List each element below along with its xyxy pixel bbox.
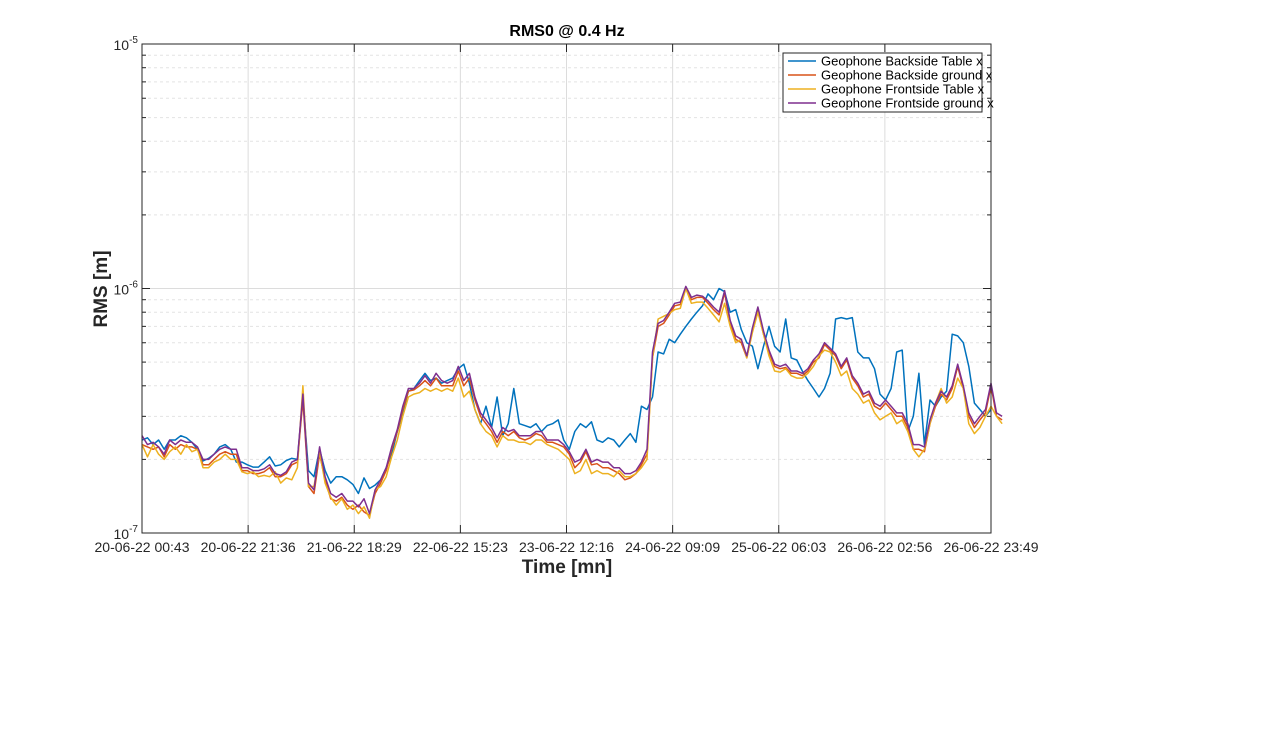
x-tick-label: 23-06-22 12:16 bbox=[519, 539, 614, 555]
x-tick-labels: 20-06-22 00:43 20-06-22 21:36 21-06-22 18:… bbox=[95, 539, 1039, 555]
series-line-2 bbox=[141, 287, 1003, 517]
series-line-4 bbox=[141, 285, 1003, 515]
series-line-3 bbox=[141, 287, 1003, 519]
ticks bbox=[141, 43, 992, 534]
x-tick-label: 20-06-22 00:43 bbox=[95, 539, 190, 555]
y-tick-label: 10-5 bbox=[114, 35, 139, 53]
y-tick-label: 10-6 bbox=[114, 280, 139, 298]
x-tick-label: 26-06-22 23:49 bbox=[944, 539, 1039, 555]
y-axis-title: RMS [m] bbox=[91, 250, 112, 327]
x-tick-label: 25-06-22 06:03 bbox=[731, 539, 826, 555]
x-tick-label: 22-06-22 15:23 bbox=[413, 539, 508, 555]
legend-label: Geophone Backside Table x bbox=[821, 54, 983, 69]
legend-label: Geophone Frontside ground x bbox=[821, 96, 994, 111]
x-axis-title: Time [mn] bbox=[522, 557, 612, 578]
grid bbox=[141, 43, 992, 534]
chart-title: RMS0 @ 0.4 Hz bbox=[509, 23, 624, 40]
series-line-1 bbox=[141, 287, 992, 495]
x-tick-label: 21-06-22 18:29 bbox=[307, 539, 402, 555]
y-tick-labels: 10-7 10-6 10-5 bbox=[114, 35, 139, 542]
x-tick-label: 26-06-22 02:56 bbox=[837, 539, 932, 555]
series-lines bbox=[141, 285, 1003, 519]
legend-label: Geophone Frontside Table x bbox=[821, 82, 985, 97]
x-tick-label: 20-06-22 21:36 bbox=[201, 539, 296, 555]
legend-box bbox=[782, 52, 983, 113]
x-tick-label: 24-06-22 09:09 bbox=[625, 539, 720, 555]
legend-label: Geophone Backside ground x bbox=[821, 68, 993, 83]
y-tick-label: 10-7 bbox=[114, 524, 139, 542]
